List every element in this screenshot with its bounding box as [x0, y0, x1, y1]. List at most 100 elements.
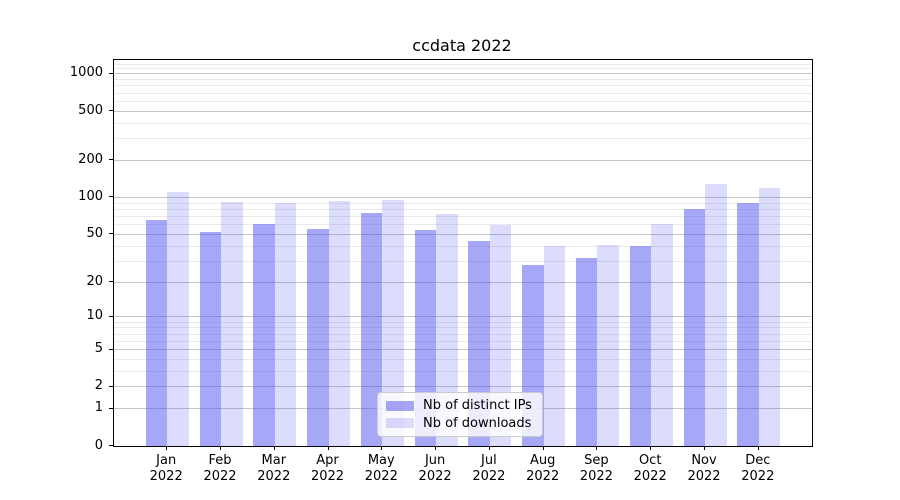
minor-gridline: [114, 138, 812, 139]
minor-gridline: [114, 371, 812, 372]
x-tick-label: Dec 2022: [741, 453, 775, 484]
minor-gridline: [114, 203, 812, 204]
x-tick-mark: [435, 446, 437, 450]
y-tick-mark: [109, 110, 113, 112]
x-tick-label: Oct 2022: [633, 453, 667, 484]
minor-gridline: [114, 216, 812, 217]
major-gridline: [114, 73, 812, 74]
major-gridline: [114, 160, 812, 161]
y-tick-mark: [109, 233, 113, 235]
major-gridline: [114, 282, 812, 283]
bar-downloads-Nov-2022: [705, 183, 727, 446]
major-gridline: [114, 386, 812, 387]
bar-downloads-Aug-2022: [543, 246, 566, 446]
bar-downloads-Sep-2022: [597, 244, 619, 446]
bar-downloads-Jun-2022: [436, 213, 458, 446]
major-gridline: [114, 349, 812, 350]
bar-downloads-Jan-2022: [167, 191, 189, 446]
legend-item-distinct-ips: Nb of distinct IPs: [386, 397, 534, 414]
major-gridline: [114, 111, 812, 112]
bar-downloads-Oct-2022: [651, 223, 673, 446]
x-tick-mark: [220, 446, 221, 450]
y-tick-label: 0: [94, 437, 103, 453]
bar-distinct-ips-Jan-2022: [145, 220, 168, 446]
x-tick-mark: [488, 446, 490, 450]
x-tick-mark: [273, 446, 275, 450]
minor-gridline: [114, 68, 812, 69]
bar-downloads-Jul-2022: [489, 224, 512, 446]
major-gridline: [114, 316, 812, 317]
bar-distinct-ips-Mar-2022: [253, 223, 275, 446]
minor-gridline: [114, 359, 812, 360]
y-tick-label: 10: [86, 308, 103, 324]
minor-gridline: [114, 224, 812, 225]
y-tick-mark: [109, 315, 113, 317]
y-tick-mark: [109, 72, 113, 74]
bar-distinct-ips-Feb-2022: [199, 232, 221, 446]
x-tick-mark: [381, 446, 383, 450]
y-tick-label: 500: [78, 102, 103, 118]
y-tick-label: 20: [86, 273, 103, 289]
minor-gridline: [114, 209, 812, 210]
y-tick-mark: [109, 159, 113, 161]
x-tick-mark: [166, 446, 168, 450]
bar-downloads-Mar-2022: [274, 203, 297, 446]
y-tick-label: 5: [94, 341, 103, 356]
x-tick-label: Sep 2022: [579, 453, 613, 484]
x-tick-label: Feb 2022: [203, 453, 237, 484]
bar-downloads-Dec-2022: [758, 187, 781, 446]
bar-downloads-May-2022: [382, 200, 404, 446]
minor-gridline: [114, 327, 812, 328]
bar-downloads-Feb-2022: [221, 201, 243, 446]
x-tick-label: Jan 2022: [149, 453, 183, 484]
x-tick-mark: [650, 446, 652, 450]
chart-title: ccdata 2022: [412, 36, 512, 55]
minor-gridline: [114, 322, 812, 323]
y-tick-label: 50: [86, 225, 103, 241]
bar-distinct-ips-Dec-2022: [737, 203, 759, 446]
legend-label-downloads: Nb of downloads: [423, 415, 532, 431]
bar-distinct-ips-Nov-2022: [683, 209, 705, 446]
minor-gridline: [114, 334, 812, 335]
minor-gridline: [114, 79, 812, 80]
bar-distinct-ips-May-2022: [360, 212, 383, 446]
x-tick-mark: [704, 446, 705, 450]
y-tick-mark: [109, 281, 113, 283]
bar-distinct-ips-Sep-2022: [575, 257, 598, 446]
y-tick-mark: [109, 407, 113, 409]
legend-swatch-downloads: [386, 418, 414, 429]
bar-distinct-ips-Apr-2022: [307, 229, 329, 446]
x-tick-mark: [542, 446, 544, 450]
legend: Nb of distinct IPs Nb of downloads: [377, 392, 543, 437]
x-tick-label: Nov 2022: [687, 453, 721, 484]
x-tick-label: Mar 2022: [257, 453, 291, 484]
bar-distinct-ips-Oct-2022: [629, 246, 652, 446]
minor-gridline: [114, 64, 812, 65]
y-tick-label: 2: [94, 378, 103, 394]
major-gridline: [114, 234, 812, 235]
x-tick-label: Aug 2022: [526, 453, 560, 484]
minor-gridline: [114, 261, 812, 262]
bar-downloads-Apr-2022: [328, 200, 350, 446]
x-tick-mark: [596, 446, 598, 450]
minor-gridline: [114, 341, 812, 342]
x-tick-mark: [327, 446, 329, 450]
legend-item-downloads: Nb of downloads: [386, 415, 534, 432]
y-tick-mark: [109, 196, 113, 198]
y-tick-label: 100: [78, 188, 103, 204]
minor-gridline: [114, 123, 812, 124]
y-tick-label: 1000: [69, 65, 103, 81]
y-tick-label: 200: [78, 151, 103, 167]
legend-swatch-distinct-ips: [386, 400, 414, 411]
y-tick-mark: [109, 348, 113, 350]
y-tick-mark: [109, 445, 113, 446]
x-tick-label: Apr 2022: [310, 453, 345, 484]
x-tick-mark: [757, 446, 759, 450]
minor-gridline: [114, 93, 812, 94]
minor-gridline: [114, 101, 812, 102]
x-tick-label: Jun 2022: [418, 453, 452, 484]
major-gridline: [114, 197, 812, 198]
plot-area: Nb of distinct IPs Nb of downloads: [113, 59, 813, 447]
y-tick-label: 1: [94, 400, 103, 416]
